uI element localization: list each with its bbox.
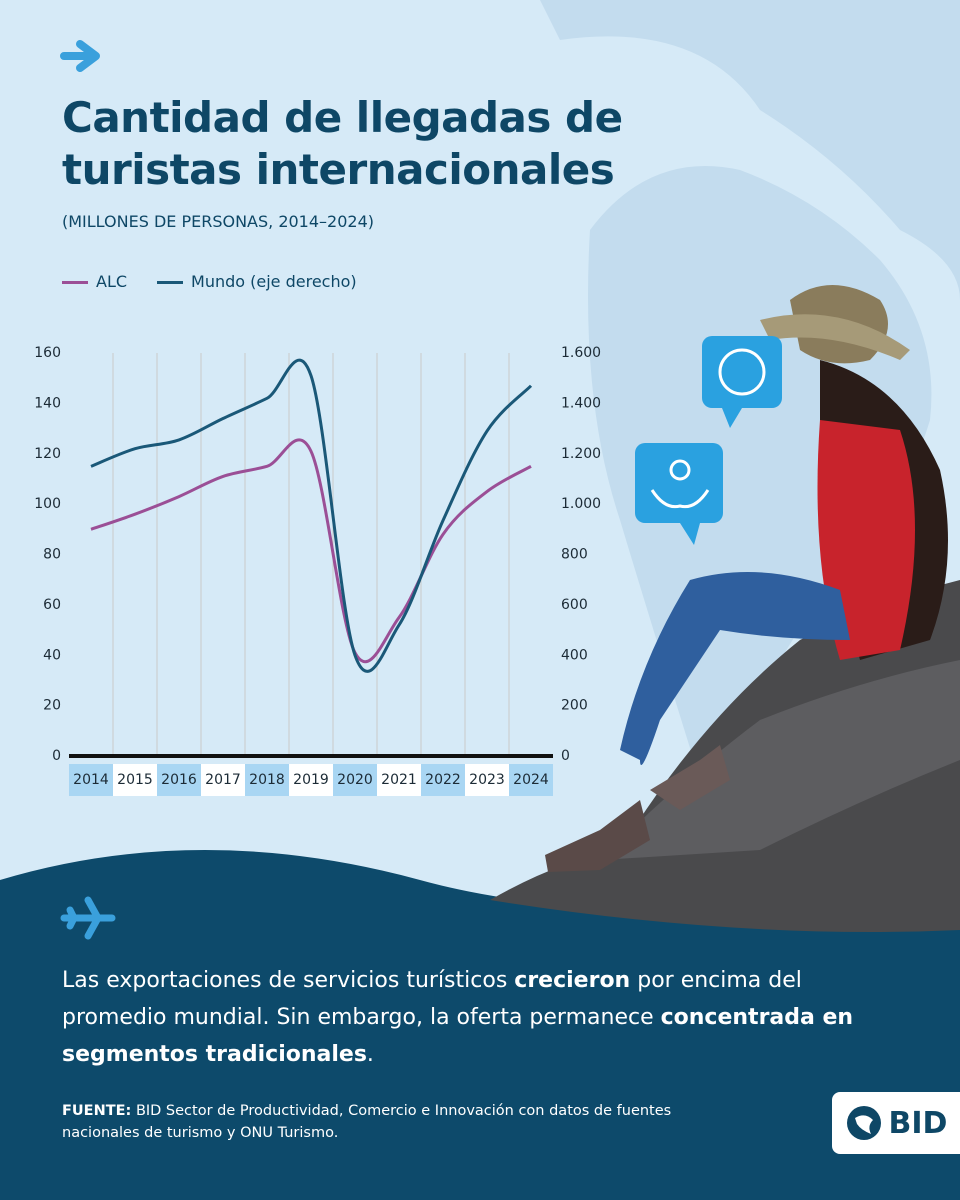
logo-icon [846, 1106, 881, 1140]
y-tick-label: 20 [43, 698, 61, 714]
legend-item: ALC [62, 272, 127, 291]
source-label: FUENTE: [62, 1103, 132, 1119]
y-tick-label: 120 [34, 446, 61, 462]
y2-tick-label: 600 [561, 597, 588, 613]
legend-label: ALC [96, 272, 128, 291]
category-band [333, 764, 377, 796]
y-tick-label: 40 [43, 647, 61, 663]
series-line [90, 438, 532, 663]
x-tick-label: 2016 [161, 772, 197, 788]
series-line [90, 358, 533, 673]
x-tick-label: 2019 [293, 772, 329, 788]
category-band [465, 764, 509, 796]
chart-subtitle: (MILLONES DE PERSONAS, 2014–2024) [62, 212, 374, 231]
x-tick-label: 2014 [73, 772, 109, 788]
legend-item: Mundo (eje derecho) [157, 272, 357, 291]
source: FUENTE: BID Sector de Productividad, Com… [62, 1100, 682, 1144]
text: Las exportaciones de servicios turístico… [62, 968, 515, 993]
logo-text: BID [888, 1105, 948, 1141]
y2-tick-label: 1.000 [561, 496, 601, 512]
y-tick-label: 80 [43, 547, 61, 563]
y2-tick-label: 1.400 [561, 395, 601, 411]
source-text: BID Sector de Productividad, Comercio e … [62, 1103, 672, 1141]
text: . [366, 1042, 374, 1067]
x-tick-label: 2018 [249, 772, 285, 788]
category-band [157, 764, 201, 796]
text: crecieron [514, 968, 631, 993]
y-tick-label: 100 [34, 496, 61, 512]
y2-tick-label: 1.200 [561, 446, 601, 462]
y2-tick-label: 400 [561, 647, 588, 663]
message: Las exportaciones de servicios turístico… [62, 962, 862, 1073]
category-band [69, 764, 113, 796]
y-tick-label: 60 [43, 597, 61, 613]
y2-tick-label: 200 [561, 698, 588, 714]
category-band [377, 764, 421, 796]
y2-tick-label: 800 [561, 547, 588, 563]
y-tick-label: 140 [34, 395, 61, 411]
x-tick-label: 2022 [425, 772, 461, 788]
legend-swatch [62, 281, 88, 284]
y2-tick-label: 0 [561, 748, 570, 764]
logo: BID [832, 1092, 960, 1154]
chart-title: Cantidad de llegadas de turistas interna… [62, 93, 623, 194]
x-tick-label: 2021 [381, 772, 417, 788]
text: por encima del promedio mundial. Sin emb… [62, 968, 802, 1030]
x-tick-label: 2023 [469, 772, 505, 788]
category-band [201, 764, 245, 796]
y-tick-label: 160 [34, 345, 61, 361]
legend-label: Mundo (eje derecho) [191, 272, 357, 291]
x-tick-label: 2024 [513, 772, 549, 788]
category-band [289, 764, 333, 796]
y2-tick-label: 1.600 [561, 345, 601, 361]
category-band [421, 764, 465, 796]
text: concentrada en segmentos tradicionales [62, 1005, 854, 1067]
category-band [509, 764, 553, 796]
legend-swatch [157, 281, 184, 284]
category-band [245, 764, 289, 796]
x-tick-label: 2020 [337, 772, 373, 788]
legend: ALC Mundo (eje derecho) [62, 272, 357, 291]
x-tick-label: 2017 [205, 772, 241, 788]
y-tick-label: 0 [52, 748, 61, 764]
x-tick-label: 2015 [117, 772, 153, 788]
category-band [113, 764, 157, 796]
